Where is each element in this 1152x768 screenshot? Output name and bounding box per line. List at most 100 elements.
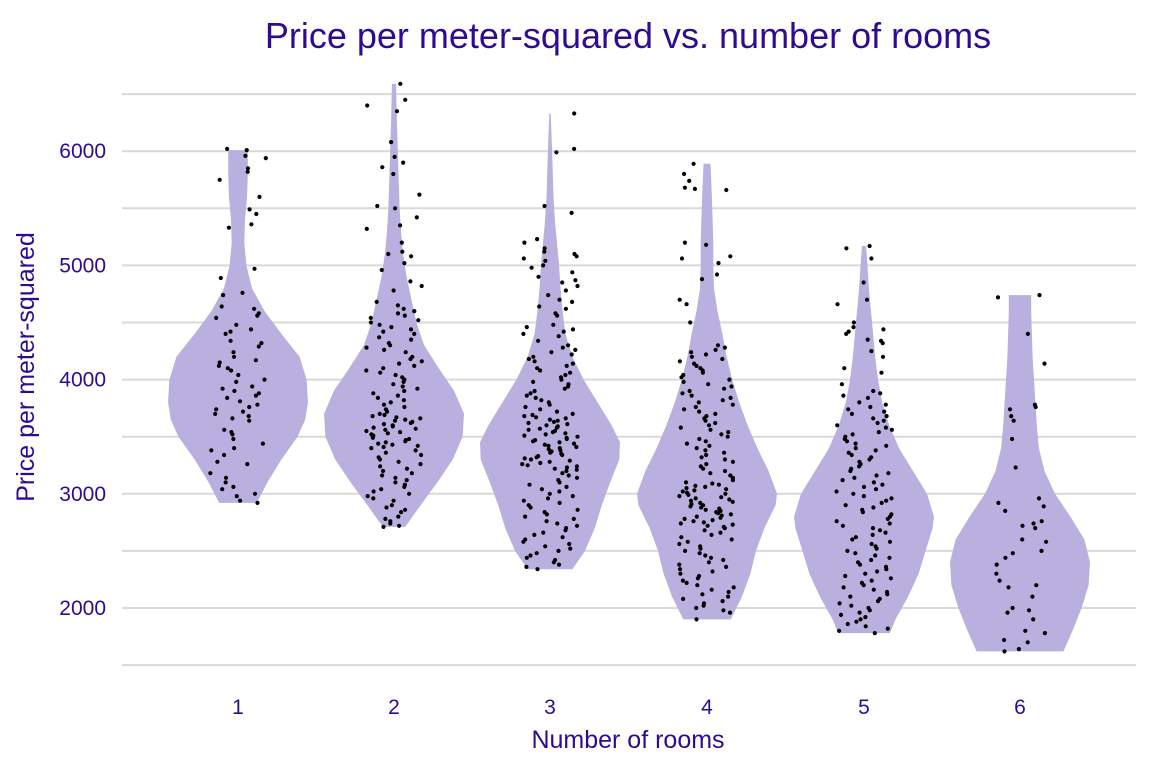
data-point xyxy=(851,325,856,330)
data-point xyxy=(550,430,556,435)
data-point xyxy=(388,521,393,526)
violin-5 xyxy=(794,246,934,634)
data-point xyxy=(564,436,569,442)
x-tick-label: 3 xyxy=(544,696,556,719)
data-point xyxy=(844,246,849,251)
jitter-points xyxy=(208,81,1049,654)
data-point xyxy=(532,359,537,364)
data-point xyxy=(1010,551,1015,556)
data-point xyxy=(888,576,894,581)
data-point xyxy=(716,511,721,516)
data-point xyxy=(721,557,726,563)
data-point xyxy=(682,240,688,245)
data-point xyxy=(561,329,566,334)
data-point xyxy=(378,370,383,375)
data-point xyxy=(703,418,708,423)
data-point xyxy=(689,393,694,398)
data-point xyxy=(408,327,414,332)
y-tick-label: 5000 xyxy=(59,254,106,277)
data-point xyxy=(1013,465,1018,470)
data-point xyxy=(563,431,568,436)
data-point xyxy=(696,400,701,405)
data-point xyxy=(721,608,726,613)
data-point xyxy=(368,315,373,320)
data-point xyxy=(840,478,845,483)
data-point xyxy=(528,457,534,462)
data-point xyxy=(722,457,728,462)
data-point xyxy=(243,153,248,158)
data-point xyxy=(728,395,733,400)
data-point xyxy=(710,518,715,523)
data-point xyxy=(551,322,556,327)
data-point xyxy=(554,425,560,430)
data-point xyxy=(861,583,866,588)
data-point xyxy=(244,148,249,153)
data-point xyxy=(564,465,570,470)
data-point xyxy=(417,192,422,197)
data-point xyxy=(231,350,236,355)
data-point xyxy=(727,377,732,382)
data-point xyxy=(412,309,417,314)
data-point xyxy=(545,496,551,501)
data-point xyxy=(1033,526,1038,531)
data-point xyxy=(695,576,701,581)
data-point xyxy=(569,210,574,215)
data-point xyxy=(1039,548,1044,554)
data-point xyxy=(886,471,891,476)
data-point xyxy=(557,489,562,494)
data-point xyxy=(549,350,554,355)
data-point xyxy=(682,407,687,412)
data-point xyxy=(850,432,855,437)
data-point xyxy=(881,327,886,332)
data-point xyxy=(371,425,376,430)
data-point xyxy=(231,354,237,359)
data-point xyxy=(708,471,713,476)
data-point xyxy=(567,458,572,463)
data-point xyxy=(555,313,560,318)
data-point xyxy=(538,407,543,412)
data-point xyxy=(694,446,699,451)
data-point xyxy=(880,482,885,487)
data-point xyxy=(255,402,260,407)
data-point xyxy=(700,592,705,597)
data-point xyxy=(223,475,229,480)
data-point xyxy=(544,512,550,517)
data-point xyxy=(403,350,408,355)
data-point xyxy=(863,615,868,620)
data-point xyxy=(889,427,895,432)
data-point xyxy=(546,447,551,452)
data-point xyxy=(391,171,396,177)
violin-6 xyxy=(950,295,1090,652)
data-point xyxy=(853,535,859,540)
data-point xyxy=(844,439,850,444)
data-point xyxy=(1037,293,1042,298)
data-point xyxy=(398,430,403,435)
data-point xyxy=(534,415,539,420)
data-point xyxy=(873,448,878,453)
data-point xyxy=(407,491,412,496)
data-point xyxy=(715,343,721,348)
data-point xyxy=(564,363,569,368)
data-point xyxy=(532,388,537,394)
data-point xyxy=(728,254,733,259)
data-point xyxy=(574,254,579,259)
data-point xyxy=(887,539,893,544)
data-point xyxy=(393,206,398,211)
data-point xyxy=(1042,631,1047,636)
data-point xyxy=(877,528,883,533)
data-point xyxy=(720,398,725,403)
data-point xyxy=(522,240,527,245)
data-point xyxy=(572,146,577,151)
data-point xyxy=(876,430,881,435)
data-point xyxy=(682,171,687,177)
data-point xyxy=(262,377,267,382)
data-point xyxy=(379,487,384,492)
data-point xyxy=(841,585,846,590)
data-point xyxy=(677,541,682,547)
data-point xyxy=(542,203,547,209)
data-point xyxy=(884,443,889,448)
data-point xyxy=(394,415,399,420)
data-point xyxy=(1005,610,1010,615)
data-point xyxy=(246,414,251,419)
data-point xyxy=(395,393,400,398)
